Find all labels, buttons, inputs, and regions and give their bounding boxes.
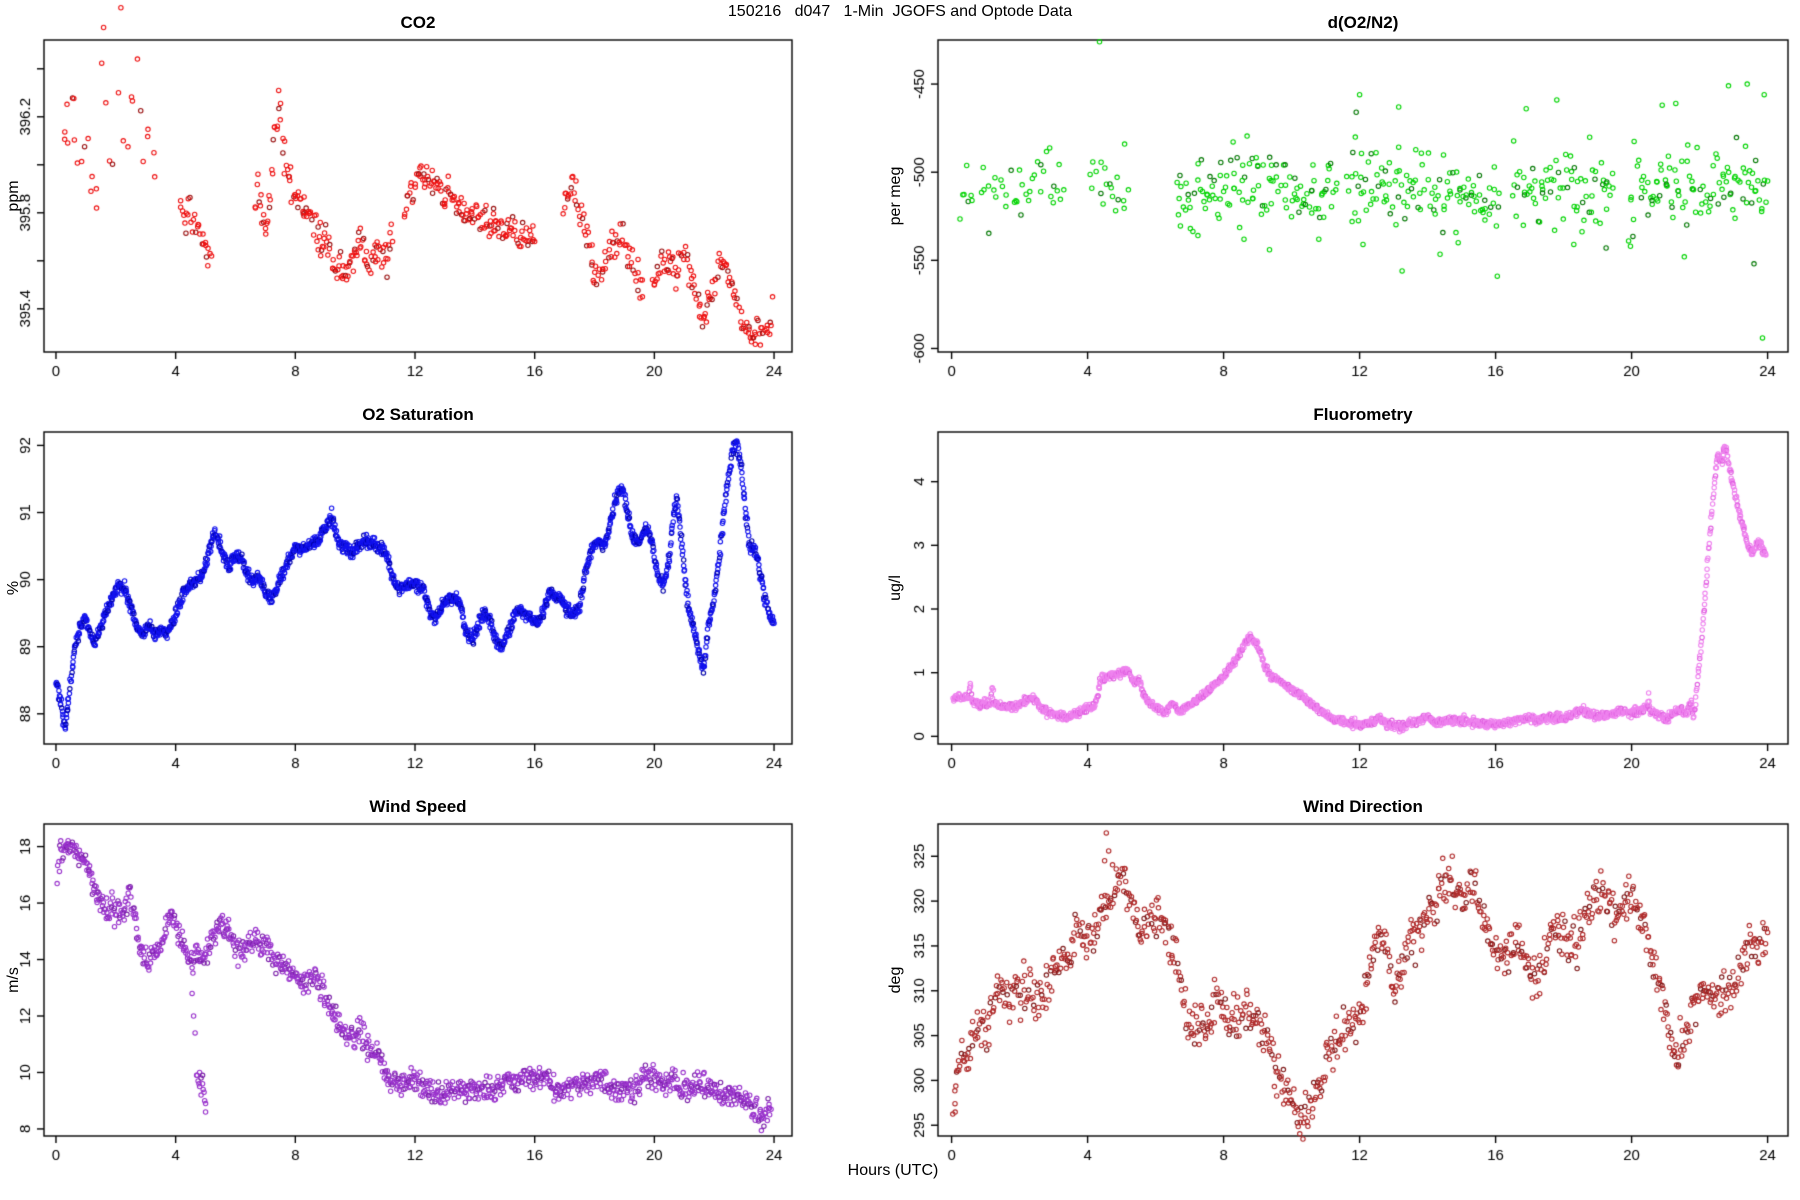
panel-title-o2-saturation: O2 Saturation xyxy=(362,405,474,424)
figure-title: 150216 d047 1-Min JGOFS and Optode Data xyxy=(727,3,1073,20)
y-axis-label-percent: % xyxy=(5,580,22,596)
y-axis-label-per-meg: per meg xyxy=(887,166,904,226)
y-axis-label-ppm: ppm xyxy=(5,180,22,212)
y-axis-label-ms: m/s xyxy=(5,967,22,993)
panel-title-fluorometry: Fluorometry xyxy=(1313,405,1413,424)
x-axis-label-hours-utc: Hours (UTC) xyxy=(847,1162,939,1179)
panel-title-wind-speed: Wind Speed xyxy=(369,797,467,816)
y-axis-label-deg: deg xyxy=(887,966,904,994)
panel-title-do2n2: d(O2/N2) xyxy=(1327,13,1399,32)
y-axis-label-ugl: ug/l xyxy=(887,575,904,601)
panel-title-co2: CO2 xyxy=(400,13,436,32)
panel-title-wind-direction: Wind Direction xyxy=(1303,797,1423,816)
